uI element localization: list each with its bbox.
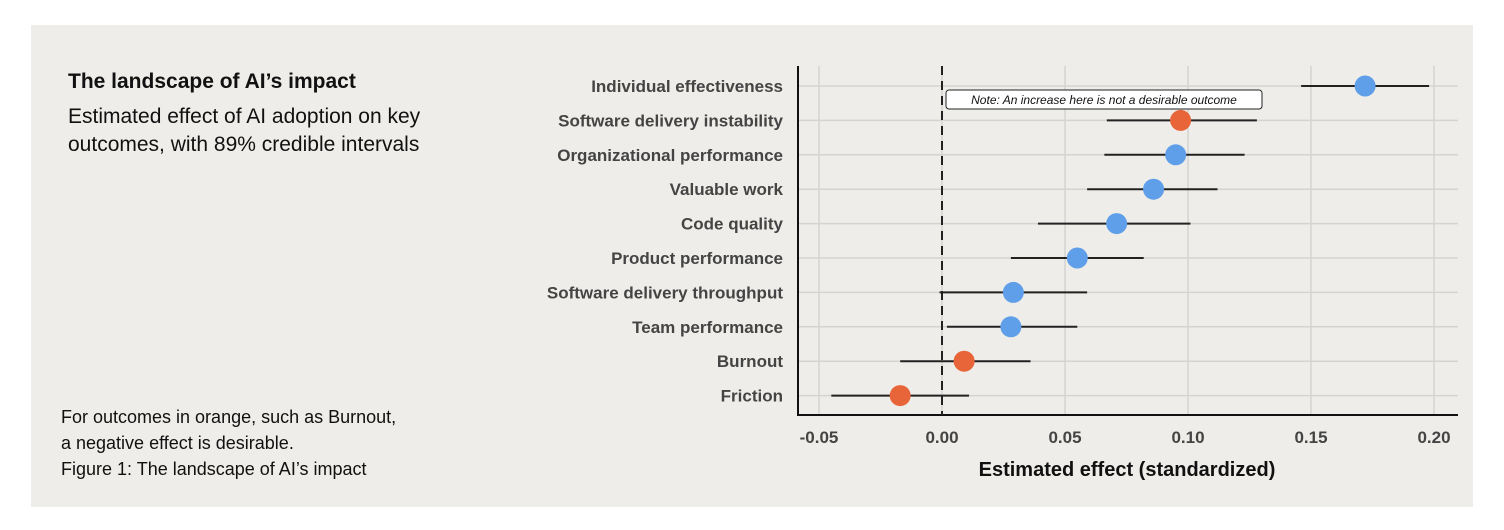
category-label: Team performance <box>632 318 783 337</box>
series <box>831 75 1430 407</box>
x-tick-label: 0.20 <box>1417 428 1450 447</box>
category-label: Code quality <box>681 215 784 234</box>
figure-caption: Figure 1: The landscape of AI’s impact <box>61 459 367 479</box>
annotations: Note: An increase here is not a desirabl… <box>945 89 1263 110</box>
footnote: For outcomes in orange, such as Burnout,… <box>61 404 501 482</box>
footnote-line-1: For outcomes in orange, such as Burnout, <box>61 407 397 427</box>
category-label: Individual effectiveness <box>591 77 783 96</box>
x-tick-label: 0.05 <box>1048 428 1081 447</box>
figure-subtitle: Estimated effect of AI adoption on key o… <box>68 105 421 156</box>
effect-point <box>1165 144 1187 166</box>
effect-point <box>1000 316 1022 338</box>
category-label: Friction <box>721 387 783 406</box>
category-label: Valuable work <box>670 180 784 199</box>
effect-point <box>1106 213 1128 235</box>
effect-point <box>1066 247 1088 269</box>
axes: -0.05 0.00 0.05 0.10 0.15 0.20 Estimated effec… <box>797 66 1458 481</box>
category-label: Organizational performance <box>557 146 783 165</box>
category-label: Software delivery instability <box>558 111 783 130</box>
x-axis-title: Estimated effect (standardized) <box>979 459 1276 481</box>
category-label: Burnout <box>717 352 783 371</box>
effect-point <box>889 385 911 407</box>
x-tick-label: -0.05 <box>800 428 839 447</box>
effect-point <box>1354 75 1376 97</box>
category-label: Software delivery throughput <box>547 283 783 302</box>
annotation-text: Note: An increase here is not a desirabl… <box>971 93 1237 107</box>
x-tick-label: 0.15 <box>1294 428 1327 447</box>
effect-point <box>953 350 975 372</box>
effect-point <box>1143 178 1165 200</box>
footnote-line-2: a negative effect is desirable. <box>61 433 294 453</box>
effect-point <box>1002 281 1024 303</box>
figure-title: The landscape of AI’s impact <box>68 70 356 93</box>
x-tick-label: 0.10 <box>1171 428 1204 447</box>
annotation-box <box>945 89 1263 110</box>
x-tick-label: 0.00 <box>925 428 958 447</box>
annotation-note: Note: An increase here is not a desirabl… <box>945 89 1263 110</box>
category-label: Product performance <box>611 249 783 268</box>
grid <box>798 66 1458 415</box>
category-labels: Individual effectiveness Software deliver… <box>547 77 784 406</box>
effect-point <box>1170 109 1192 131</box>
